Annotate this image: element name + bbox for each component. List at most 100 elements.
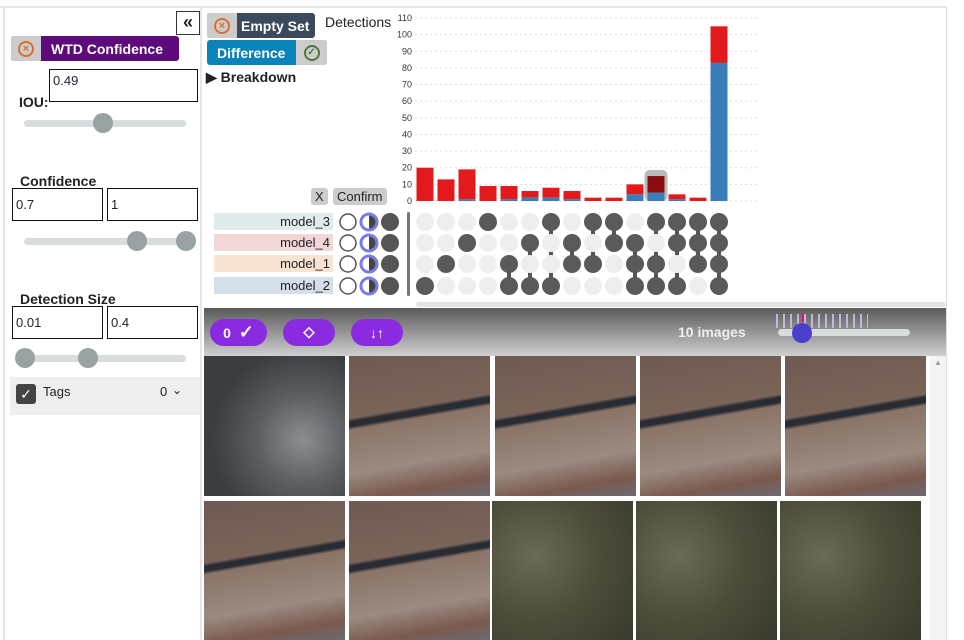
difference-label: Difference — [217, 44, 286, 61]
sidebar: « × WTD Confidence IOU: 0.49 Confidence … — [3, 8, 202, 640]
size-slider[interactable] — [15, 348, 186, 368]
bar-segment-red — [605, 197, 623, 201]
set-dot-inactive — [584, 234, 602, 252]
sort-icon: ↓↑ — [370, 324, 384, 341]
bar-segment-red — [710, 26, 728, 63]
close-icon: × — [18, 40, 34, 57]
y-axis-label: Detections — [325, 14, 392, 30]
set-dot-inactive — [479, 234, 497, 252]
bar-segment-red — [500, 186, 518, 200]
scroll-up-icon[interactable]: ▲ — [934, 358, 942, 367]
confirm-all-button[interactable]: 0 ✓ — [210, 319, 267, 346]
zoom-slider-thumb[interactable] — [792, 323, 812, 343]
include-toggle — [381, 255, 399, 273]
confirm-count: 0 — [223, 324, 231, 341]
tags-section[interactable]: ✓ Tags 0 ⌄ — [10, 377, 200, 415]
tags-checkbox[interactable]: ✓ — [16, 384, 36, 404]
wtd-confidence-filter: × WTD Confidence — [11, 36, 179, 61]
y-tick-label: 50 — [402, 113, 412, 123]
confidence-min-input[interactable]: 0.7 — [12, 188, 103, 221]
difference-button[interactable]: Difference ✓ — [207, 40, 327, 65]
bar-segment-blue — [668, 199, 686, 201]
set-dot-active — [710, 277, 728, 295]
collapse-sidebar-button[interactable]: « — [176, 11, 200, 35]
image-thumbnail[interactable] — [349, 501, 490, 640]
tags-label: Tags — [43, 384, 71, 399]
image-thumbnail[interactable] — [204, 356, 345, 496]
clear-x-button[interactable]: X — [311, 188, 328, 205]
zoom-slider[interactable] — [778, 323, 910, 343]
set-dot-inactive — [563, 277, 581, 295]
confidence-max-thumb[interactable] — [176, 231, 196, 251]
set-dot-active — [605, 234, 623, 252]
set-dot-active — [416, 277, 434, 295]
set-dot-active — [668, 277, 686, 295]
set-dot-active — [710, 255, 728, 273]
y-tick-label: 100 — [397, 30, 412, 40]
bar-segment-red — [542, 187, 560, 198]
size-max-input[interactable]: 0.4 — [107, 306, 198, 339]
set-dot-inactive — [500, 213, 518, 231]
confirm-button[interactable]: Confirm — [333, 188, 387, 205]
sort-button[interactable]: ↓↑ — [351, 319, 403, 346]
bar-segment-blue — [458, 199, 476, 201]
set-dot-inactive — [458, 213, 476, 231]
exclude-toggle — [339, 213, 357, 231]
bar-segment-blue — [626, 194, 644, 201]
set-dot-inactive — [521, 255, 539, 273]
either-toggle-half — [369, 215, 376, 229]
remove-filter-button[interactable]: × — [11, 36, 41, 61]
image-thumbnail[interactable] — [785, 356, 926, 496]
y-tick-label: 40 — [402, 129, 412, 139]
model-label: model_4 — [214, 234, 333, 251]
confidence-slider[interactable] — [24, 231, 196, 251]
set-dot-inactive — [416, 213, 434, 231]
horizontal-scrollbar[interactable] — [416, 302, 946, 307]
set-dot-inactive — [563, 213, 581, 231]
image-toolbar: 0 ✓ ⬦ ↓↑ 10 images — [204, 308, 946, 356]
bar-segment-blue — [710, 62, 728, 201]
empty-set-button[interactable]: × Empty Set — [207, 13, 315, 38]
set-dot-inactive — [647, 234, 665, 252]
vertical-scrollbar[interactable]: ▲ — [930, 356, 946, 640]
image-thumbnail[interactable] — [495, 356, 636, 496]
set-dot-active — [563, 255, 581, 273]
set-dot-active — [668, 213, 686, 231]
set-dot-active — [605, 213, 623, 231]
image-thumbnail[interactable] — [640, 356, 781, 496]
image-thumbnail[interactable] — [780, 501, 921, 640]
set-dot-active — [668, 234, 686, 252]
confidence-label: Confidence — [20, 173, 97, 189]
bar-segment-red — [647, 176, 665, 193]
confidence-max-input[interactable]: 1 — [107, 188, 198, 221]
set-dot-active — [647, 213, 665, 231]
image-thumbnail[interactable] — [349, 356, 490, 496]
bar-segment-red — [521, 191, 539, 198]
size-min-input[interactable]: 0.01 — [12, 306, 103, 339]
chevron-down-icon[interactable]: ⌄ — [172, 383, 183, 397]
confidence-min-thumb[interactable] — [127, 231, 147, 251]
breakdown-toggle[interactable]: ▶ Breakdown — [206, 69, 297, 85]
set-dot-active — [458, 234, 476, 252]
exclude-toggle — [339, 255, 357, 273]
set-dot-active — [542, 277, 560, 295]
set-dot-inactive — [626, 213, 644, 231]
image-thumbnail[interactable] — [204, 501, 345, 640]
include-toggle — [381, 277, 399, 295]
set-dot-inactive — [416, 255, 434, 273]
iou-input[interactable]: 0.49 — [49, 69, 198, 102]
set-dot-inactive — [458, 255, 476, 273]
size-min-thumb[interactable] — [15, 348, 35, 368]
iou-slider-thumb[interactable] — [93, 113, 113, 133]
zoom-ticks — [776, 314, 868, 328]
set-dot-active — [563, 234, 581, 252]
set-dot-active — [584, 255, 602, 273]
model-label: model_2 — [214, 277, 333, 294]
iou-slider[interactable] — [24, 113, 186, 133]
image-thumbnail[interactable] — [492, 501, 633, 640]
tag-button[interactable]: ⬦ — [283, 319, 335, 346]
set-dot-inactive — [689, 277, 707, 295]
image-thumbnail[interactable] — [636, 501, 777, 640]
model-label: model_1 — [214, 255, 333, 272]
size-max-thumb[interactable] — [78, 348, 98, 368]
